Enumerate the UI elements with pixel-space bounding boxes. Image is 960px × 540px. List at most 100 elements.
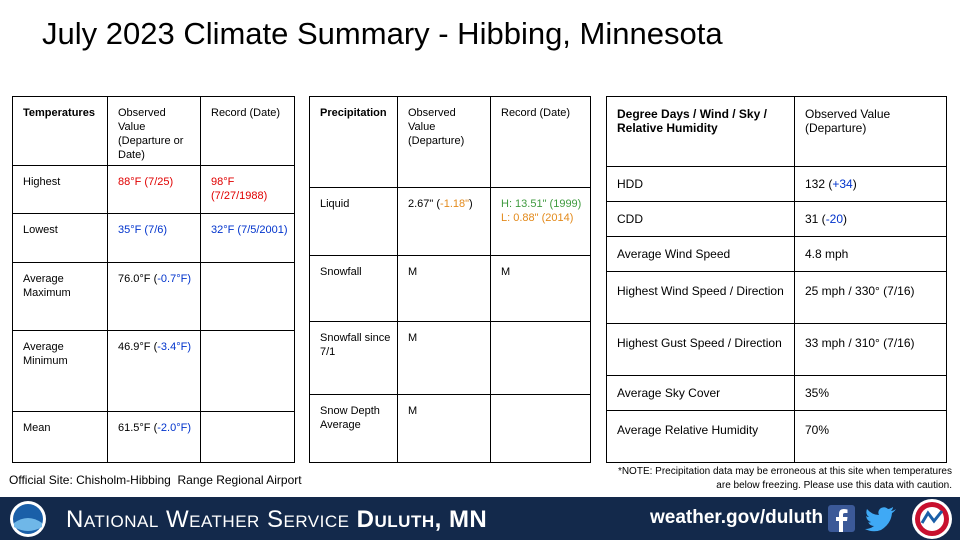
- table-cell: [490, 321, 591, 395]
- table-cell: [200, 411, 295, 463]
- data-table: Temperatures Observed Value (Departure or…: [12, 96, 295, 463]
- cell-text: -20: [825, 212, 844, 226]
- table-cell: Average Wind Speed: [606, 236, 795, 272]
- cell-text: L: 0.88" (2014): [501, 212, 574, 224]
- cell-text: -2.0°F): [157, 422, 191, 434]
- table-cell: M: [490, 255, 591, 322]
- table-cell: [200, 330, 295, 412]
- cell-text: ): [469, 198, 473, 210]
- cell-text: 2.67" (: [408, 198, 441, 210]
- table-row: Mean 61.5°F (-2.0°F): [12, 411, 295, 463]
- cell-text: +34: [832, 177, 853, 191]
- cell-text: 32°F (7/5/2001): [211, 224, 288, 236]
- header-cell: Temperatures: [12, 96, 108, 166]
- header-cell: Record (Date): [200, 96, 295, 166]
- table-cell: 70%: [794, 410, 947, 463]
- table-cell: Snowfall: [309, 255, 398, 322]
- header-row: Degree Days / Wind / Sky / Relative Humi…: [606, 96, 947, 167]
- table-row: Snowfall M M: [309, 255, 591, 322]
- twitter-icon[interactable]: [864, 505, 898, 533]
- cell-text: ): [843, 212, 848, 226]
- table-cell: Mean: [12, 411, 108, 463]
- table-cell: 132 (+34): [794, 166, 947, 202]
- cell-text: 76.0°F (: [118, 273, 158, 285]
- table-cell: 46.9°F (-3.4°F): [107, 330, 201, 412]
- data-table: Degree Days / Wind / Sky / Relative Humi…: [606, 96, 947, 463]
- table-cell: Snow Depth Average: [309, 394, 398, 463]
- table-row: Average Minimum 46.9°F (-3.4°F): [12, 330, 295, 412]
- header-row: Temperatures Observed Value (Departure or…: [12, 96, 295, 166]
- table-cell: H: 13.51" (1999) L: 0.88" (2014): [490, 187, 591, 256]
- cell-text: 31 (: [805, 212, 826, 226]
- table-row: Average Sky Cover 35%: [606, 375, 947, 411]
- table-cell: 25 mph / 330° (7/16): [794, 271, 947, 324]
- table-cell: [200, 262, 295, 331]
- cell-text: -3.4°F): [157, 341, 191, 353]
- cell-text: -1.18": [440, 198, 470, 210]
- table-cell: Average Minimum: [12, 330, 108, 412]
- header-cell: Precipitation: [309, 96, 398, 188]
- table-cell: Snowfall since 7/1: [309, 321, 398, 395]
- table-row: Highest Wind Speed / Direction 25 mph / 3…: [606, 271, 947, 324]
- table-cell: M: [397, 394, 491, 463]
- note: *NOTE: Precipitation data may be erroneo…: [617, 466, 952, 491]
- table-cell: [490, 394, 591, 463]
- cell-text: 35°F (7/6): [118, 224, 168, 236]
- cell-text: 132 (: [805, 177, 833, 191]
- table-row: Snowfall since 7/1 M: [309, 321, 591, 395]
- header-cell: Observed Value (Departure): [397, 96, 491, 188]
- header-cell: Observed Value (Departure or Date): [107, 96, 201, 166]
- header-cell: Record (Date): [490, 96, 591, 188]
- cell-text: -0.7°F): [157, 273, 191, 285]
- table-row: Highest 88°F (7/25) 98°F (7/27/1988): [12, 165, 295, 214]
- banner: National Weather Service Duluth, MN weat…: [0, 497, 960, 540]
- table-row: CDD 31 (-20): [606, 201, 947, 237]
- table-cell: M: [397, 255, 491, 322]
- header-row: Precipitation Observed Value (Departure) R…: [309, 96, 591, 188]
- table-cell: 32°F (7/5/2001): [200, 213, 295, 263]
- nws-logo: [912, 499, 952, 539]
- table-cell: 98°F (7/27/1988): [200, 165, 295, 214]
- table-cell: Average Sky Cover: [606, 375, 795, 411]
- data-table: Precipitation Observed Value (Departure) R…: [309, 96, 591, 463]
- cell-text: 88°F (7/25): [118, 176, 174, 188]
- website[interactable]: weather.gov/duluth: [650, 507, 824, 528]
- table-cell: 35%: [794, 375, 947, 411]
- table-cell: 4.8 mph: [794, 236, 947, 272]
- facebook-icon[interactable]: [828, 505, 855, 532]
- table-row: HDD 132 (+34): [606, 166, 947, 202]
- agency: National Weather Service: [66, 506, 350, 533]
- table-cell: 61.5°F (-2.0°F): [107, 411, 201, 463]
- table-cell: 33 mph / 310° (7/16): [794, 323, 947, 376]
- table-row: Average Maximum 76.0°F (-0.7°F): [12, 262, 295, 331]
- cell-text: 46.9°F (: [118, 341, 158, 353]
- table-cell: HDD: [606, 166, 795, 202]
- table-cell: 31 (-20): [794, 201, 947, 237]
- table-cell: 76.0°F (-0.7°F): [107, 262, 201, 331]
- table-row: Liquid 2.67" (-1.18") H: 13.51" (1999) L: 0…: [309, 187, 591, 256]
- cell-text: ): [852, 177, 857, 191]
- official-site: Official Site: Chisholm-Hibbing Range Re…: [9, 473, 302, 487]
- cell-text: 61.5°F (: [118, 422, 158, 434]
- table-cell: M: [397, 321, 491, 395]
- table-cell: Highest: [12, 165, 108, 214]
- table-row: Highest Gust Speed / Direction 33 mph / 3…: [606, 323, 947, 376]
- noaa-logo: [10, 501, 46, 537]
- table-cell: 2.67" (-1.18"): [397, 187, 491, 256]
- table-cell: 88°F (7/25): [107, 165, 201, 214]
- slide-title: July 2023 Climate Summary - Hibbing, Min…: [42, 16, 723, 51]
- table-cell: CDD: [606, 201, 795, 237]
- table-cell: Highest Gust Speed / Direction: [606, 323, 795, 376]
- table-row: Lowest 35°F (7/6) 32°F (7/5/2001): [12, 213, 295, 263]
- table-cell: 35°F (7/6): [107, 213, 201, 263]
- table-cell: Liquid: [309, 187, 398, 256]
- cell-text: H: 13.51" (1999): [501, 198, 582, 210]
- table-cell: Average Relative Humidity: [606, 410, 795, 463]
- header-cell: Degree Days / Wind / Sky / Relative Humi…: [606, 96, 795, 167]
- cell-text: 98°F (7/27/1988): [211, 176, 268, 202]
- table-row: Average Wind Speed 4.8 mph: [606, 236, 947, 272]
- table-cell: Highest Wind Speed / Direction: [606, 271, 795, 324]
- table-cell: Average Maximum: [12, 262, 108, 331]
- agency-name: National Weather Service Duluth, MN: [66, 506, 487, 534]
